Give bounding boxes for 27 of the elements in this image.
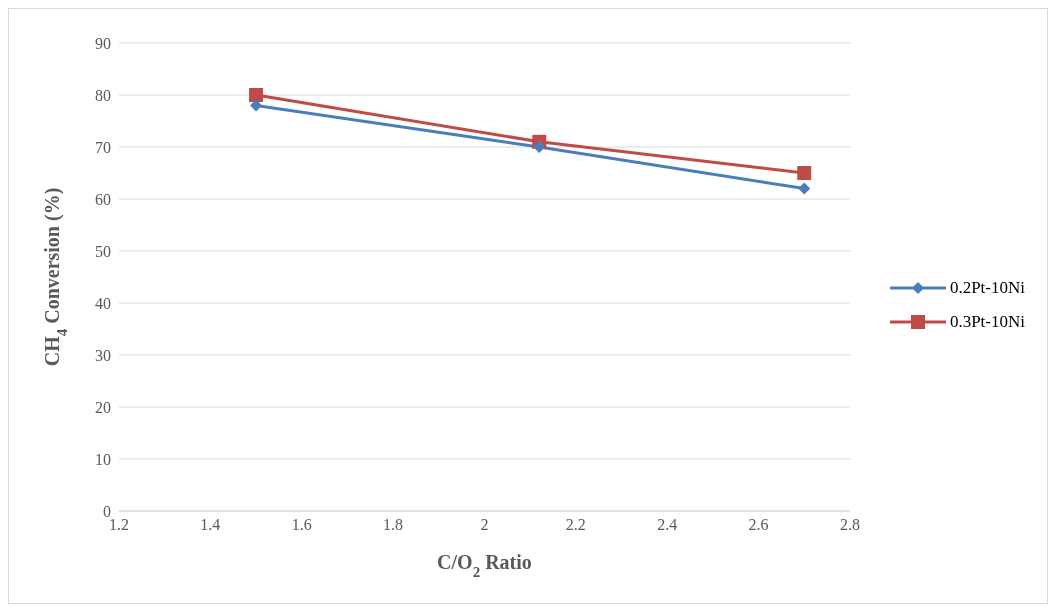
- point: [250, 99, 263, 112]
- y-tick-label: 60: [95, 190, 111, 208]
- point: [249, 88, 264, 102]
- x-tick-label: 1.8: [383, 516, 404, 534]
- legend-label: 0.3Pt-10Ni: [949, 312, 1025, 332]
- x-tick-label: 1.2: [109, 516, 129, 534]
- x-tick-label: 2.6: [748, 516, 769, 534]
- x-tick-label: 1.4: [200, 516, 221, 534]
- y-tick-label: 90: [95, 34, 111, 52]
- y-tick-label: 0: [103, 502, 111, 520]
- x-tick-label: 2: [480, 516, 489, 534]
- x-tick-label: 2.2: [565, 516, 586, 534]
- y-tick-label: 10: [95, 450, 111, 468]
- y-tick-label: 20: [95, 398, 111, 416]
- y-tick-label: 30: [95, 346, 111, 364]
- point: [533, 141, 546, 153]
- x-axis-title: C/O$_{2}$ Ratio: [437, 551, 532, 580]
- x-tick-label: 2.4: [657, 516, 678, 534]
- x-tick-label: 2.8: [839, 516, 860, 534]
- point: [798, 182, 811, 195]
- y-tick-label: 40: [95, 294, 111, 312]
- y-tick-label: 50: [95, 242, 111, 260]
- legend-label: 0.2Pt-10Ni: [949, 278, 1025, 298]
- point: [797, 166, 812, 180]
- y-tick-label: 70: [95, 138, 111, 156]
- y-tick-label: 80: [95, 86, 111, 104]
- x-tick-label: 1.6: [291, 516, 312, 534]
